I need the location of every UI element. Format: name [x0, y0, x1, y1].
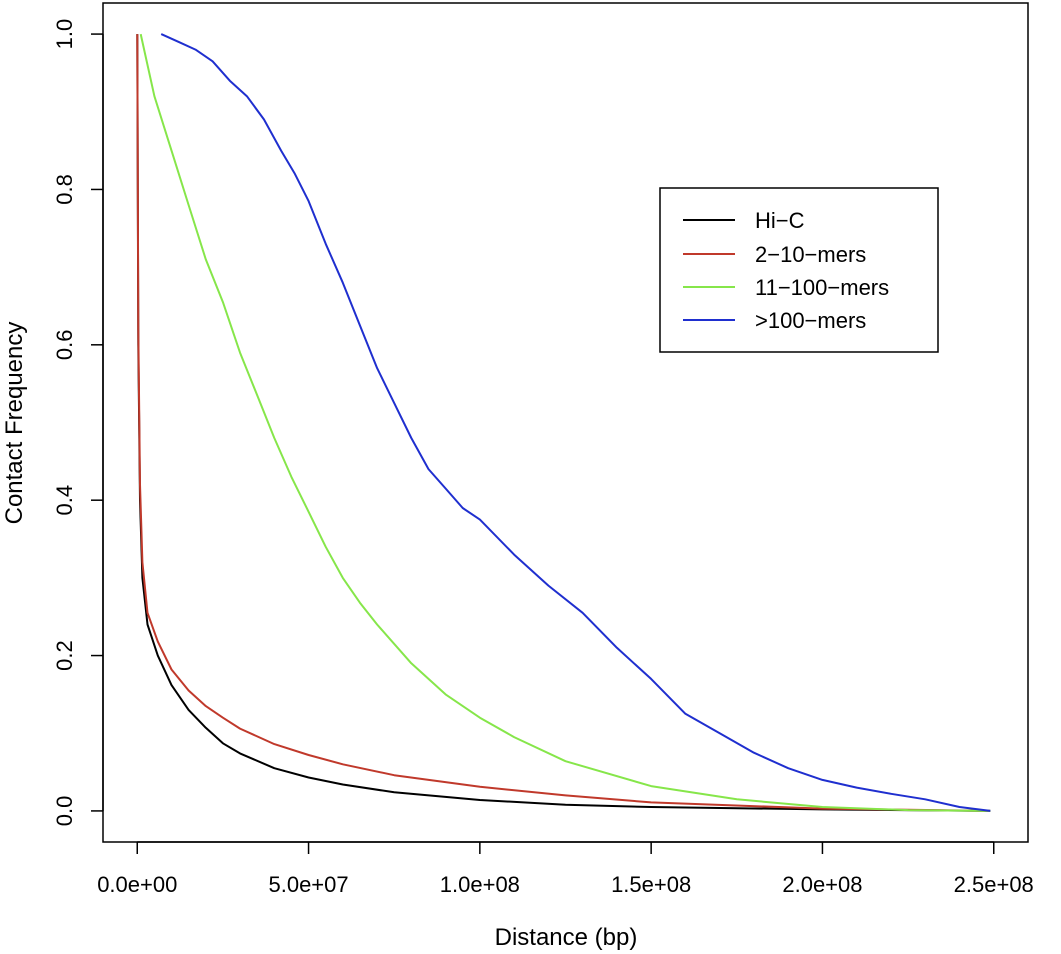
- plot-frame: [102, 2, 1029, 843]
- legend-label-11-100-mers: 11−100−mers: [755, 275, 889, 300]
- x-tick-label: 5.0e+07: [268, 872, 348, 897]
- y-tick-label: 0.6: [52, 330, 77, 361]
- y-tick-label: 0.2: [52, 640, 77, 671]
- x-axis-title: Distance (bp): [495, 924, 638, 951]
- legend-label-gt-100-mers: >100−mers: [755, 308, 866, 333]
- series-line-11-100-mers: [139, 33, 991, 812]
- y-tick-label: 0.0: [52, 796, 77, 827]
- series-line-100-mers: [160, 33, 991, 812]
- y-tick-label: 1.0: [52, 19, 77, 50]
- x-tick-label: 1.5e+08: [611, 872, 691, 897]
- series-line-hi-c: [136, 34, 991, 812]
- y-axis-title: Contact Frequency: [1, 322, 28, 525]
- x-tick-label: 2.5e+08: [954, 872, 1034, 897]
- y-tick-label: 0.8: [52, 174, 77, 205]
- legend: Hi−C 2−10−mers 11−100−mers >100−mers: [659, 187, 939, 353]
- y-tick-label: 0.4: [52, 485, 77, 516]
- legend-label-2-10-mers: 2−10−mers: [755, 242, 866, 267]
- series-line-2-10-mers: [136, 34, 991, 812]
- series-layer: [136, 33, 991, 812]
- x-tick-label: 1.0e+08: [440, 872, 520, 897]
- legend-label-hi-c: Hi−C: [755, 208, 805, 233]
- x-tick-label: 2.0e+08: [782, 872, 862, 897]
- x-axis: 0.0e+00 5.0e+07 1.0e+08 1.5e+08 2.0e+08 2.5e+…: [97, 841, 1034, 897]
- y-axis: 0.0 0.2 0.4 0.6 0.8 1.0: [52, 19, 104, 827]
- legend-box: [659, 187, 939, 353]
- x-tick-label: 0.0e+00: [97, 872, 177, 897]
